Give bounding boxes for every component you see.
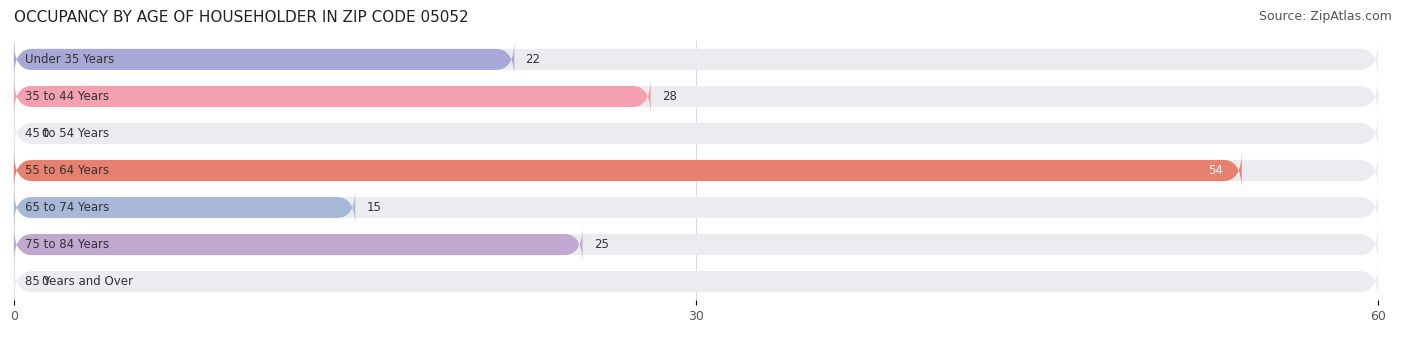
Text: Under 35 Years: Under 35 Years bbox=[25, 53, 115, 66]
Text: 55 to 64 Years: 55 to 64 Years bbox=[25, 164, 110, 177]
Text: 22: 22 bbox=[526, 53, 540, 66]
Text: 45 to 54 Years: 45 to 54 Years bbox=[25, 127, 110, 140]
Text: 75 to 84 Years: 75 to 84 Years bbox=[25, 238, 110, 251]
Text: 28: 28 bbox=[662, 90, 676, 103]
Text: 25: 25 bbox=[593, 238, 609, 251]
FancyBboxPatch shape bbox=[14, 225, 1378, 264]
Text: 35 to 44 Years: 35 to 44 Years bbox=[25, 90, 110, 103]
FancyBboxPatch shape bbox=[14, 263, 1378, 301]
FancyBboxPatch shape bbox=[14, 189, 356, 226]
Text: 15: 15 bbox=[367, 201, 381, 214]
Text: 65 to 74 Years: 65 to 74 Years bbox=[25, 201, 110, 214]
FancyBboxPatch shape bbox=[14, 225, 582, 264]
FancyBboxPatch shape bbox=[14, 151, 1378, 190]
Text: Source: ZipAtlas.com: Source: ZipAtlas.com bbox=[1258, 10, 1392, 23]
Text: OCCUPANCY BY AGE OF HOUSEHOLDER IN ZIP CODE 05052: OCCUPANCY BY AGE OF HOUSEHOLDER IN ZIP C… bbox=[14, 10, 468, 25]
FancyBboxPatch shape bbox=[14, 189, 1378, 226]
FancyBboxPatch shape bbox=[14, 115, 1378, 152]
Text: 0: 0 bbox=[41, 275, 49, 288]
FancyBboxPatch shape bbox=[14, 77, 1378, 116]
FancyBboxPatch shape bbox=[14, 77, 651, 116]
Text: 0: 0 bbox=[41, 127, 49, 140]
FancyBboxPatch shape bbox=[14, 40, 515, 78]
Text: 85 Years and Over: 85 Years and Over bbox=[25, 275, 134, 288]
FancyBboxPatch shape bbox=[14, 151, 1241, 190]
Text: 54: 54 bbox=[1208, 164, 1223, 177]
FancyBboxPatch shape bbox=[14, 40, 1378, 78]
